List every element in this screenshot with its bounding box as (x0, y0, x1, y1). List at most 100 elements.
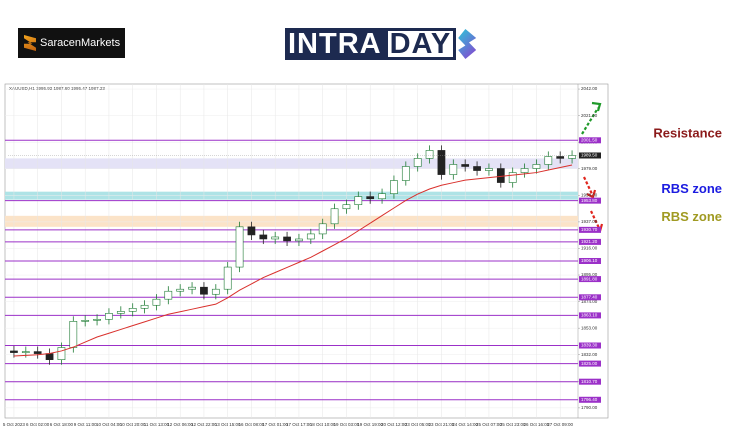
candle-body (283, 236, 291, 242)
level-label: 1825.00 (581, 361, 598, 366)
candle-body (520, 168, 529, 173)
x-tick-label: 16 Oct 08:00 (239, 422, 265, 427)
x-tick-label: 20 Oct 12:00 (381, 422, 407, 427)
candle-body (188, 286, 196, 290)
candle-body (105, 313, 113, 320)
candle-body (485, 168, 493, 171)
candle-body (211, 288, 220, 295)
candle-body (568, 155, 576, 159)
candle-body (354, 196, 363, 205)
x-tick-label: 17 Oct 17:00 (286, 422, 312, 427)
candle-body (508, 172, 517, 183)
candle-body (390, 180, 398, 194)
candle-body (496, 168, 505, 183)
candle-body (247, 226, 256, 236)
annotation: RBS zone (661, 181, 722, 196)
candle-body (223, 266, 232, 290)
level-tag (579, 226, 601, 233)
zone (5, 158, 578, 169)
x-tick-label: 10 Oct 20:00 (120, 422, 146, 427)
candle-body (271, 236, 280, 240)
x-tick-label: 24 Oct 14:00 (452, 422, 478, 427)
x-tick-label: 12 Oct 22:00 (191, 422, 217, 427)
y-tick-label: 1790.00 (581, 405, 598, 410)
level-tag (579, 197, 601, 204)
legend-text: XAUUSD,H1 1986.92 1987.60 1986.47 1987.2… (9, 86, 105, 91)
level-label: 1839.30 (581, 343, 598, 348)
level-label: 1906.10 (581, 258, 598, 263)
candle-body (45, 353, 54, 360)
candle-body (461, 164, 470, 167)
level-tag (579, 396, 601, 403)
y-tick-label: 1874.00 (581, 299, 598, 304)
candle-body (449, 164, 458, 175)
level-label: 1810.70 (581, 379, 598, 384)
candle-body (33, 351, 42, 354)
x-tick-label: 6 Oct 02:00 (26, 422, 50, 427)
level-tag (579, 238, 601, 245)
arrow-down (583, 176, 593, 195)
moving-average (13, 164, 573, 357)
candle-body (378, 193, 386, 200)
x-tick-label: 25 Oct 07:00 (476, 422, 502, 427)
x-tick-label: 13 Oct 15:00 (215, 422, 241, 427)
zone (5, 191, 578, 200)
y-tick-label: 1853.00 (581, 325, 598, 330)
level-label: 1877.40 (581, 294, 598, 299)
zone (5, 215, 578, 227)
brand-name: SaracenMarkets (40, 37, 121, 49)
x-tick-label: 19 Oct 19:00 (357, 422, 383, 427)
x-tick-label: 23 Oct 21:00 (429, 422, 455, 427)
level-label: 1891.80 (581, 276, 598, 281)
candle-body (556, 156, 565, 159)
candle-body (10, 350, 18, 353)
candle-body (93, 319, 101, 321)
candle-body (318, 223, 327, 235)
candle-body (413, 158, 422, 167)
level-tag (579, 312, 601, 319)
candle-body (532, 164, 541, 169)
x-tick-label: 5 Oct 2023 (3, 422, 26, 427)
arrow-head (591, 101, 602, 112)
x-tick-label: 25 Oct 23:00 (500, 422, 526, 427)
x-tick-label: 12 Oct 06:00 (167, 422, 193, 427)
y-tick-label: 2042.00 (581, 86, 598, 91)
candle-body (342, 204, 351, 210)
candle-body (425, 150, 434, 159)
candle-body (200, 286, 208, 295)
x-tick-label: 6 Oct 18:00 (50, 422, 74, 427)
y-tick-label: 1916.00 (581, 246, 598, 251)
last-price-label: 1989.50 (581, 153, 598, 158)
level-tag (579, 137, 601, 144)
candle-body (259, 234, 268, 240)
candle-body (164, 290, 173, 300)
candle-body (235, 226, 244, 268)
candle-body (473, 166, 481, 171)
level-label: 2001.50 (581, 137, 598, 142)
candle-body (366, 196, 375, 200)
y-tick-label: 1958.00 (581, 193, 598, 198)
y-tick-label: 1979.00 (581, 166, 598, 171)
candle-body (128, 308, 137, 312)
candle-body (140, 304, 149, 309)
brand-logo: SaracenMarkets (18, 28, 125, 58)
x-tick-label: 9 Oct 11:00 (74, 422, 97, 427)
level-tag (579, 360, 601, 367)
x-tick-label: 11 Oct 13:00 (144, 422, 170, 427)
plot: 2042.002021.002000.001979.001958.001937.… (3, 84, 722, 427)
last-price-tag (579, 152, 601, 159)
logo-left: INTRA (285, 28, 385, 60)
x-tick-label: 17 Oct 01:00 (262, 422, 288, 427)
logo-right: DAY (384, 28, 457, 60)
y-tick-label: 2021.00 (581, 113, 598, 118)
level-tag (579, 276, 601, 283)
x-tick-label: 27 Oct 09:00 (547, 422, 573, 427)
candle-body (69, 321, 78, 348)
x-tick-label: 18 Oct 10:00 (310, 422, 336, 427)
candle-body (116, 311, 125, 314)
x-tick-label: 19 Oct 03:00 (334, 422, 360, 427)
level-tag (579, 257, 601, 264)
y-tick-label: 1937.00 (581, 219, 598, 224)
